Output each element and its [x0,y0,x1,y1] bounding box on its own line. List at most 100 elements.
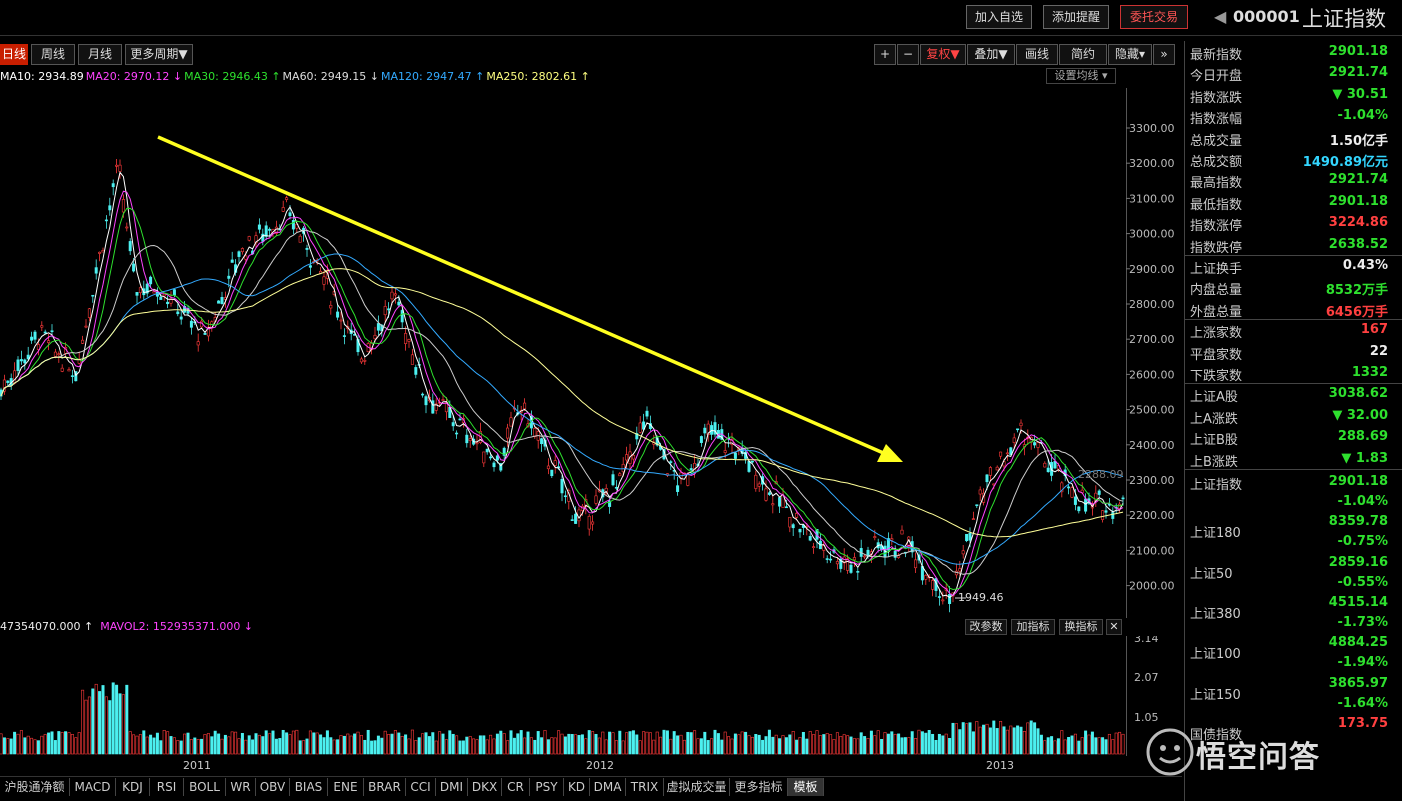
indicator-tab[interactable]: BRAR [364,778,406,796]
volume-bar [278,738,282,755]
breadth-row-value: 1332 [1351,365,1388,380]
volume-bar [934,739,938,755]
hide-dropdown[interactable]: 隐藏▾ [1108,44,1152,65]
add-indicator-button[interactable]: 加指标 [1011,619,1055,635]
quote-row-label: 最新指数 [1190,48,1243,63]
candle-body [1104,510,1108,513]
indicator-tab[interactable]: DMI [436,778,468,796]
index-row[interactable]: 国债指数 173.75 [1190,714,1388,754]
add-alert-button[interactable]: 添加提醒 [1043,5,1109,29]
candle-body [978,489,982,495]
volume-bar [1029,720,1033,755]
volume-bar [519,730,523,755]
indicator-tab[interactable]: PSY [530,778,564,796]
candle-body [941,599,945,602]
period-weekly-tab[interactable]: 周线 [31,44,75,65]
quote-row-value: 2901.18 [1328,44,1388,59]
volume-bar [526,731,530,755]
symbol-name: 上证指数 [1302,7,1386,31]
index-row[interactable]: 上证100 4884.25 -1.94% [1190,633,1388,673]
ma30-line [0,207,1124,591]
indicator-tab[interactable]: KD [564,778,590,796]
simple-mode-button[interactable]: 简约 [1059,44,1107,65]
indicator-tab[interactable]: DKX [468,778,502,796]
expand-icon[interactable]: » [1153,44,1175,65]
indicator-tab[interactable]: 虚拟成交量 [664,778,730,796]
indicator-tab[interactable]: KDJ [116,778,150,796]
indicator-tab[interactable]: CCI [406,778,436,796]
zoom-out-button[interactable]: − [897,44,919,65]
candle-body [145,283,149,294]
close-indicator-icon[interactable]: ✕ [1106,619,1122,635]
volume-bar [730,738,734,755]
volume-bar [832,739,836,755]
indicator-tab[interactable]: BOLL [184,778,226,796]
candle-body [577,509,581,522]
volume-bar [322,737,326,755]
period-monthly-tab[interactable]: 月线 [78,44,122,65]
volume-bar [754,734,758,755]
trade-button[interactable]: 委托交易 [1120,5,1188,29]
volume-bar [781,735,785,755]
adjust-dropdown[interactable]: 复权▼ [920,44,966,65]
indicator-tab[interactable]: 模板 [788,778,824,796]
volume-bar [580,734,584,755]
volume-bar [642,731,646,755]
index-row[interactable]: 上证50 2859.16 -0.55% [1190,553,1388,593]
candle-body [247,236,251,241]
volume-chart[interactable] [0,636,1126,756]
volume-bar [489,734,493,755]
indicator-tab[interactable]: BIAS [290,778,328,796]
volume-bar [951,722,955,755]
prev-symbol-icon[interactable]: ◀ [1214,7,1227,26]
overlay-dropdown[interactable]: 叠加▼ [967,44,1015,65]
index-row[interactable]: 上证指数 2901.18 -1.04% [1190,472,1388,512]
ma-settings-dropdown[interactable]: 设置均线 ▾ [1046,68,1116,84]
switch-indicator-button[interactable]: 换指标 [1059,619,1103,635]
volume-bar [570,734,574,755]
indicator-tab[interactable]: 更多指标 [730,778,788,796]
volume-bar [472,738,476,755]
volume-bar [764,736,768,755]
candle-body [91,294,95,297]
candle-body [387,308,391,311]
change-params-button[interactable]: 改参数 [965,619,1007,635]
candle-body [988,467,992,476]
indicator-tab[interactable]: OBV [256,778,290,796]
candle-body [132,263,136,272]
volume-bar [560,733,564,755]
candle-body [410,354,414,365]
candlestick-chart[interactable]: 1949.46 2288.09 [0,88,1126,618]
volume-bar [767,729,771,755]
volume-bar [1016,725,1020,755]
candle-body [298,235,302,243]
indicator-tab[interactable]: ENE [328,778,364,796]
add-favorite-button[interactable]: 加入自选 [966,5,1032,29]
index-row[interactable]: 上证380 4515.14 -1.73% [1190,593,1388,633]
indicator-tab[interactable]: MACD [70,778,116,796]
index-row[interactable]: 上证150 3865.97 -1.64% [1190,674,1388,714]
candle-body [1019,422,1023,427]
volume-bar [417,737,421,755]
period-daily-tab[interactable]: 日线 [0,44,28,65]
indicator-tab[interactable]: DMA [590,778,626,796]
index-row[interactable]: 上证180 8359.78 -0.75% [1190,512,1388,552]
indicator-tab[interactable]: WR [226,778,256,796]
volume-bar [77,732,81,755]
volume-bar [383,730,387,755]
draw-line-button[interactable]: 画线 [1016,44,1058,65]
breadth-row-label: 下跌家数 [1190,369,1243,384]
volume-bar [193,737,197,755]
indicator-tab[interactable]: 沪股通净额 [0,778,70,796]
volume-bar [778,738,782,755]
chart-toolbar: 日线 周线 月线 更多周期▼ + − 复权▼ 叠加▼ 画线 简约 隐藏▾ » ⛶ [0,42,1182,66]
candle-body [985,474,989,483]
zoom-in-button[interactable]: + [874,44,896,65]
indicator-tab[interactable]: TRIX [626,778,664,796]
indicator-tab[interactable]: CR [502,778,530,796]
candle-body [475,442,479,445]
candle-body [329,304,333,309]
indicator-tab[interactable]: RSI [150,778,184,796]
quote-row-label: 指数跌停 [1190,240,1243,256]
more-periods-dropdown[interactable]: 更多周期▼ [125,44,193,65]
